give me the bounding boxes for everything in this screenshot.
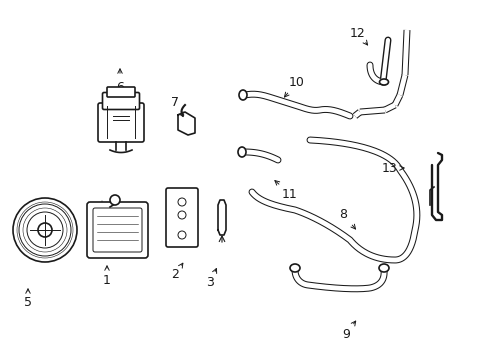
Text: 8: 8 [338,207,346,220]
Circle shape [110,195,120,205]
FancyBboxPatch shape [165,188,198,247]
Text: 1: 1 [103,274,111,287]
Circle shape [19,204,71,256]
Text: 9: 9 [342,328,349,341]
FancyBboxPatch shape [107,87,135,97]
Text: 10: 10 [288,76,305,89]
Text: 12: 12 [349,27,365,40]
Text: 3: 3 [205,276,214,289]
Ellipse shape [378,264,388,272]
Circle shape [38,223,52,237]
Circle shape [178,231,185,239]
Text: 13: 13 [381,162,397,175]
Text: 6: 6 [116,81,123,94]
Ellipse shape [239,90,246,100]
Text: 2: 2 [171,269,179,282]
FancyBboxPatch shape [87,202,148,258]
Text: 5: 5 [24,297,32,310]
Circle shape [27,212,63,248]
FancyBboxPatch shape [102,93,139,109]
Text: 7: 7 [171,95,179,108]
Text: 4: 4 [106,231,114,244]
FancyBboxPatch shape [93,208,142,252]
Circle shape [178,198,185,206]
Circle shape [13,198,77,262]
FancyBboxPatch shape [98,103,143,142]
Circle shape [178,211,185,219]
Text: 11: 11 [282,188,297,201]
Ellipse shape [379,79,387,85]
Ellipse shape [238,147,245,157]
Ellipse shape [289,264,299,272]
